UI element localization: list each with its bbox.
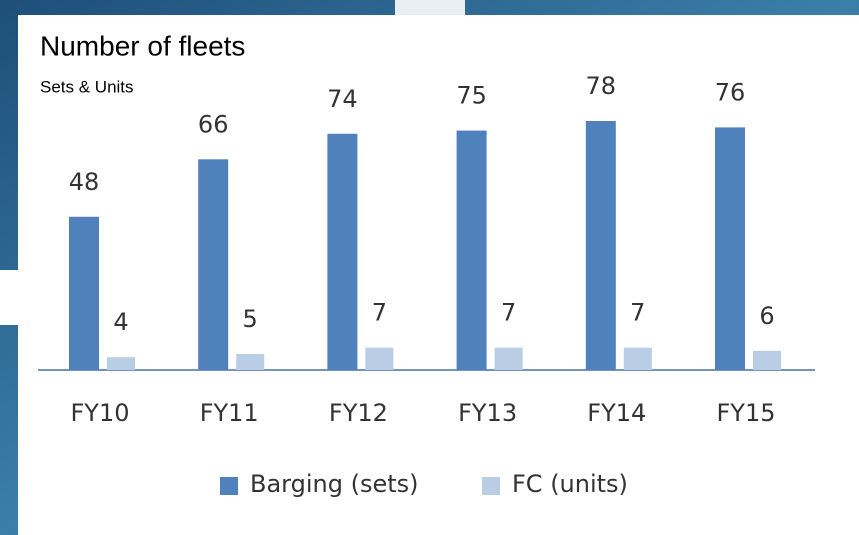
legend-swatch	[482, 477, 500, 495]
bar	[457, 131, 487, 370]
chart: Number of fleets Sets & Units FY10 48 4 FY1…	[0, 0, 859, 535]
data-label: 66	[198, 110, 229, 138]
legend-label: Barging (sets)	[250, 470, 419, 498]
data-label: 7	[501, 299, 516, 327]
x-tick-label: FY11	[200, 399, 259, 427]
x-tick-label: FY12	[329, 399, 388, 427]
x-tick-label: FY15	[716, 399, 775, 427]
data-label: 76	[715, 78, 746, 106]
x-tick-label: FY13	[458, 399, 517, 427]
data-label: 4	[113, 308, 128, 336]
bar	[69, 217, 99, 370]
data-label: 75	[456, 82, 487, 110]
bar	[107, 357, 135, 370]
bar	[624, 348, 652, 370]
data-label: 5	[243, 305, 258, 333]
legend-swatch	[220, 477, 238, 495]
data-label: 6	[759, 302, 774, 330]
x-tick-label: FY14	[587, 399, 646, 427]
data-label: 7	[372, 299, 387, 327]
data-label: 78	[586, 72, 617, 100]
data-label: 7	[630, 299, 645, 327]
photo-gap	[395, 0, 465, 15]
data-label: 74	[327, 85, 358, 113]
chart-subtitle: Sets & Units	[40, 77, 134, 96]
legend-label: FC (units)	[512, 470, 628, 498]
bar	[715, 127, 745, 370]
bar	[753, 351, 781, 370]
bar	[586, 121, 616, 370]
bar	[236, 354, 264, 370]
chart-title: Number of fleets	[40, 30, 245, 61]
x-tick-label: FY10	[70, 399, 129, 427]
bar	[198, 159, 228, 370]
bar	[495, 348, 523, 370]
bar	[365, 348, 393, 370]
data-label: 48	[69, 168, 100, 196]
bar	[327, 134, 357, 370]
